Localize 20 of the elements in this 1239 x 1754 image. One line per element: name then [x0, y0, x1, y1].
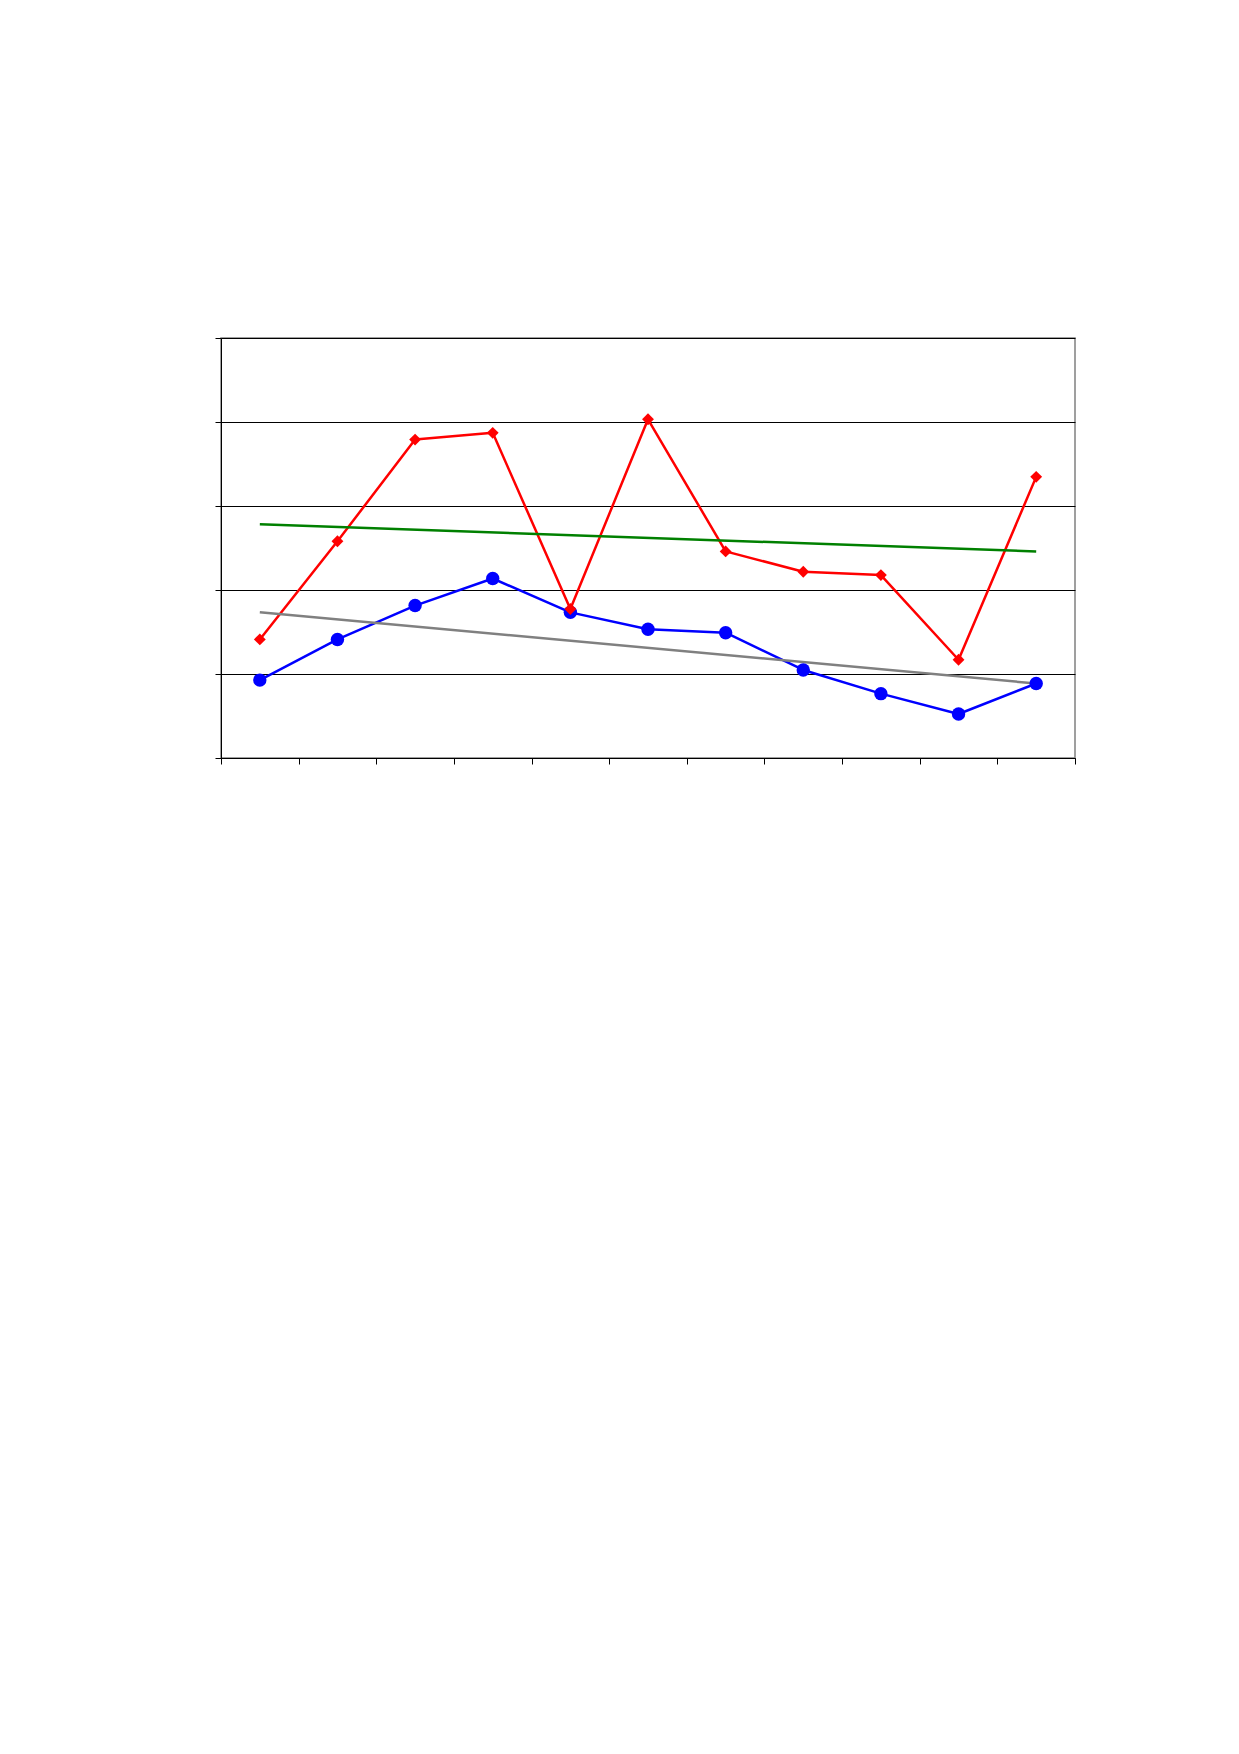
point: [253, 633, 266, 646]
point: [486, 571, 500, 586]
point: [641, 622, 655, 636]
point: [408, 598, 422, 613]
point: [486, 426, 499, 439]
point: [952, 653, 965, 666]
point: [797, 565, 810, 578]
point: [874, 686, 888, 701]
point: [796, 663, 810, 677]
point: [718, 625, 733, 640]
point: [330, 632, 345, 647]
point: [331, 535, 344, 548]
point: [951, 707, 966, 721]
point: [642, 413, 654, 426]
point: [719, 545, 732, 558]
point: [1030, 470, 1043, 483]
point: [253, 673, 267, 687]
point: [564, 603, 577, 615]
point: [1029, 676, 1043, 691]
point: [409, 433, 422, 446]
